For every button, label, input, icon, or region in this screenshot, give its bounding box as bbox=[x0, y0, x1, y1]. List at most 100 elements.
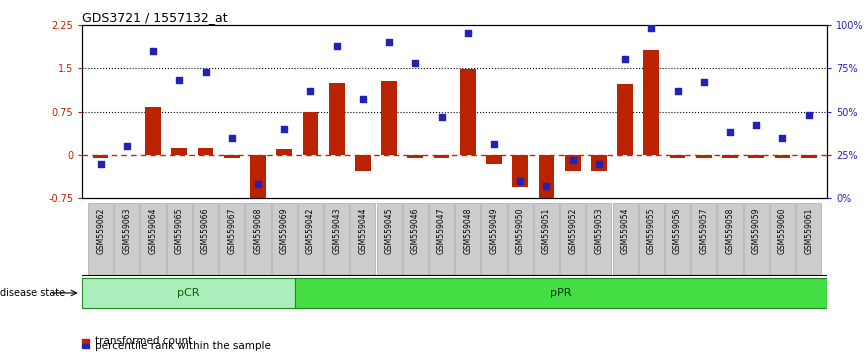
Text: GSM559066: GSM559066 bbox=[201, 208, 210, 254]
Bar bbox=[224, 155, 240, 158]
Text: GSM559054: GSM559054 bbox=[621, 208, 630, 254]
Text: GSM559055: GSM559055 bbox=[647, 208, 656, 254]
Bar bbox=[434, 155, 449, 158]
Point bbox=[409, 60, 423, 66]
FancyBboxPatch shape bbox=[533, 202, 559, 275]
Text: GSM559059: GSM559059 bbox=[752, 208, 760, 254]
Text: GSM559046: GSM559046 bbox=[410, 208, 420, 254]
FancyBboxPatch shape bbox=[560, 202, 585, 275]
Point bbox=[120, 143, 133, 149]
Bar bbox=[329, 82, 345, 155]
Bar bbox=[407, 155, 423, 158]
Text: GSM559057: GSM559057 bbox=[699, 208, 708, 254]
Bar bbox=[381, 81, 397, 155]
FancyBboxPatch shape bbox=[272, 202, 297, 275]
Bar bbox=[565, 155, 580, 171]
Text: GSM559048: GSM559048 bbox=[463, 208, 472, 254]
Text: GSM559050: GSM559050 bbox=[516, 208, 525, 254]
Point bbox=[697, 79, 711, 85]
FancyBboxPatch shape bbox=[114, 202, 139, 275]
Point bbox=[435, 114, 449, 120]
Bar bbox=[801, 155, 817, 158]
Point bbox=[330, 43, 344, 48]
FancyBboxPatch shape bbox=[796, 202, 821, 275]
Bar bbox=[171, 148, 187, 155]
Point bbox=[461, 30, 475, 36]
Bar bbox=[250, 155, 266, 202]
Point bbox=[514, 178, 527, 184]
Text: GSM559056: GSM559056 bbox=[673, 208, 682, 254]
Text: GSM559062: GSM559062 bbox=[96, 208, 105, 254]
FancyBboxPatch shape bbox=[298, 202, 323, 275]
Text: percentile rank within the sample: percentile rank within the sample bbox=[95, 341, 271, 351]
Text: GSM559042: GSM559042 bbox=[306, 208, 315, 254]
Point bbox=[356, 97, 370, 102]
Text: GSM559049: GSM559049 bbox=[489, 208, 499, 254]
Text: pPR: pPR bbox=[550, 288, 572, 298]
Point bbox=[172, 78, 186, 83]
Point bbox=[382, 39, 396, 45]
Point bbox=[277, 126, 291, 132]
Bar bbox=[355, 155, 371, 171]
Text: GSM559045: GSM559045 bbox=[385, 208, 393, 254]
FancyBboxPatch shape bbox=[377, 202, 402, 275]
FancyBboxPatch shape bbox=[665, 202, 690, 275]
FancyBboxPatch shape bbox=[612, 202, 637, 275]
Text: GDS3721 / 1557132_at: GDS3721 / 1557132_at bbox=[82, 11, 228, 24]
Bar bbox=[513, 155, 528, 187]
Bar bbox=[82, 344, 89, 348]
Point bbox=[776, 135, 790, 140]
Text: GSM559051: GSM559051 bbox=[542, 208, 551, 254]
Text: GSM559065: GSM559065 bbox=[175, 208, 184, 254]
Point bbox=[670, 88, 684, 93]
FancyBboxPatch shape bbox=[429, 202, 454, 275]
Text: GSM559068: GSM559068 bbox=[254, 208, 262, 254]
Text: transformed count: transformed count bbox=[95, 336, 192, 346]
FancyBboxPatch shape bbox=[744, 202, 769, 275]
Bar bbox=[539, 155, 554, 202]
FancyBboxPatch shape bbox=[82, 278, 295, 308]
FancyBboxPatch shape bbox=[403, 202, 428, 275]
Point bbox=[94, 161, 107, 166]
FancyBboxPatch shape bbox=[586, 202, 611, 275]
Point bbox=[618, 57, 632, 62]
Point bbox=[723, 130, 737, 135]
FancyBboxPatch shape bbox=[717, 202, 742, 275]
Bar bbox=[591, 155, 607, 171]
Bar bbox=[82, 339, 89, 343]
Bar bbox=[669, 155, 685, 158]
Point bbox=[251, 182, 265, 187]
Bar bbox=[276, 149, 292, 155]
Point bbox=[749, 122, 763, 128]
Text: GSM559043: GSM559043 bbox=[333, 208, 341, 254]
Text: GSM559052: GSM559052 bbox=[568, 208, 577, 254]
Bar bbox=[302, 112, 319, 155]
Bar bbox=[617, 84, 633, 155]
Text: GSM559064: GSM559064 bbox=[149, 208, 158, 254]
Text: disease state: disease state bbox=[0, 288, 65, 298]
FancyBboxPatch shape bbox=[295, 278, 827, 308]
Point bbox=[198, 69, 212, 74]
FancyBboxPatch shape bbox=[350, 202, 376, 275]
Text: GSM559047: GSM559047 bbox=[437, 208, 446, 254]
FancyBboxPatch shape bbox=[639, 202, 664, 275]
Point bbox=[487, 142, 501, 147]
FancyBboxPatch shape bbox=[507, 202, 533, 275]
Bar bbox=[460, 69, 475, 155]
Point bbox=[146, 48, 160, 53]
Point bbox=[540, 183, 553, 189]
FancyBboxPatch shape bbox=[140, 202, 165, 275]
Bar bbox=[643, 50, 659, 155]
FancyBboxPatch shape bbox=[88, 202, 113, 275]
Bar bbox=[93, 155, 108, 158]
Text: GSM559067: GSM559067 bbox=[227, 208, 236, 254]
Text: GSM559053: GSM559053 bbox=[594, 208, 604, 254]
Point bbox=[303, 88, 317, 93]
Point bbox=[565, 157, 579, 163]
Text: GSM559044: GSM559044 bbox=[359, 208, 367, 254]
Point bbox=[644, 25, 658, 31]
Point bbox=[802, 112, 816, 118]
Bar bbox=[748, 155, 764, 158]
FancyBboxPatch shape bbox=[167, 202, 192, 275]
FancyBboxPatch shape bbox=[691, 202, 716, 275]
